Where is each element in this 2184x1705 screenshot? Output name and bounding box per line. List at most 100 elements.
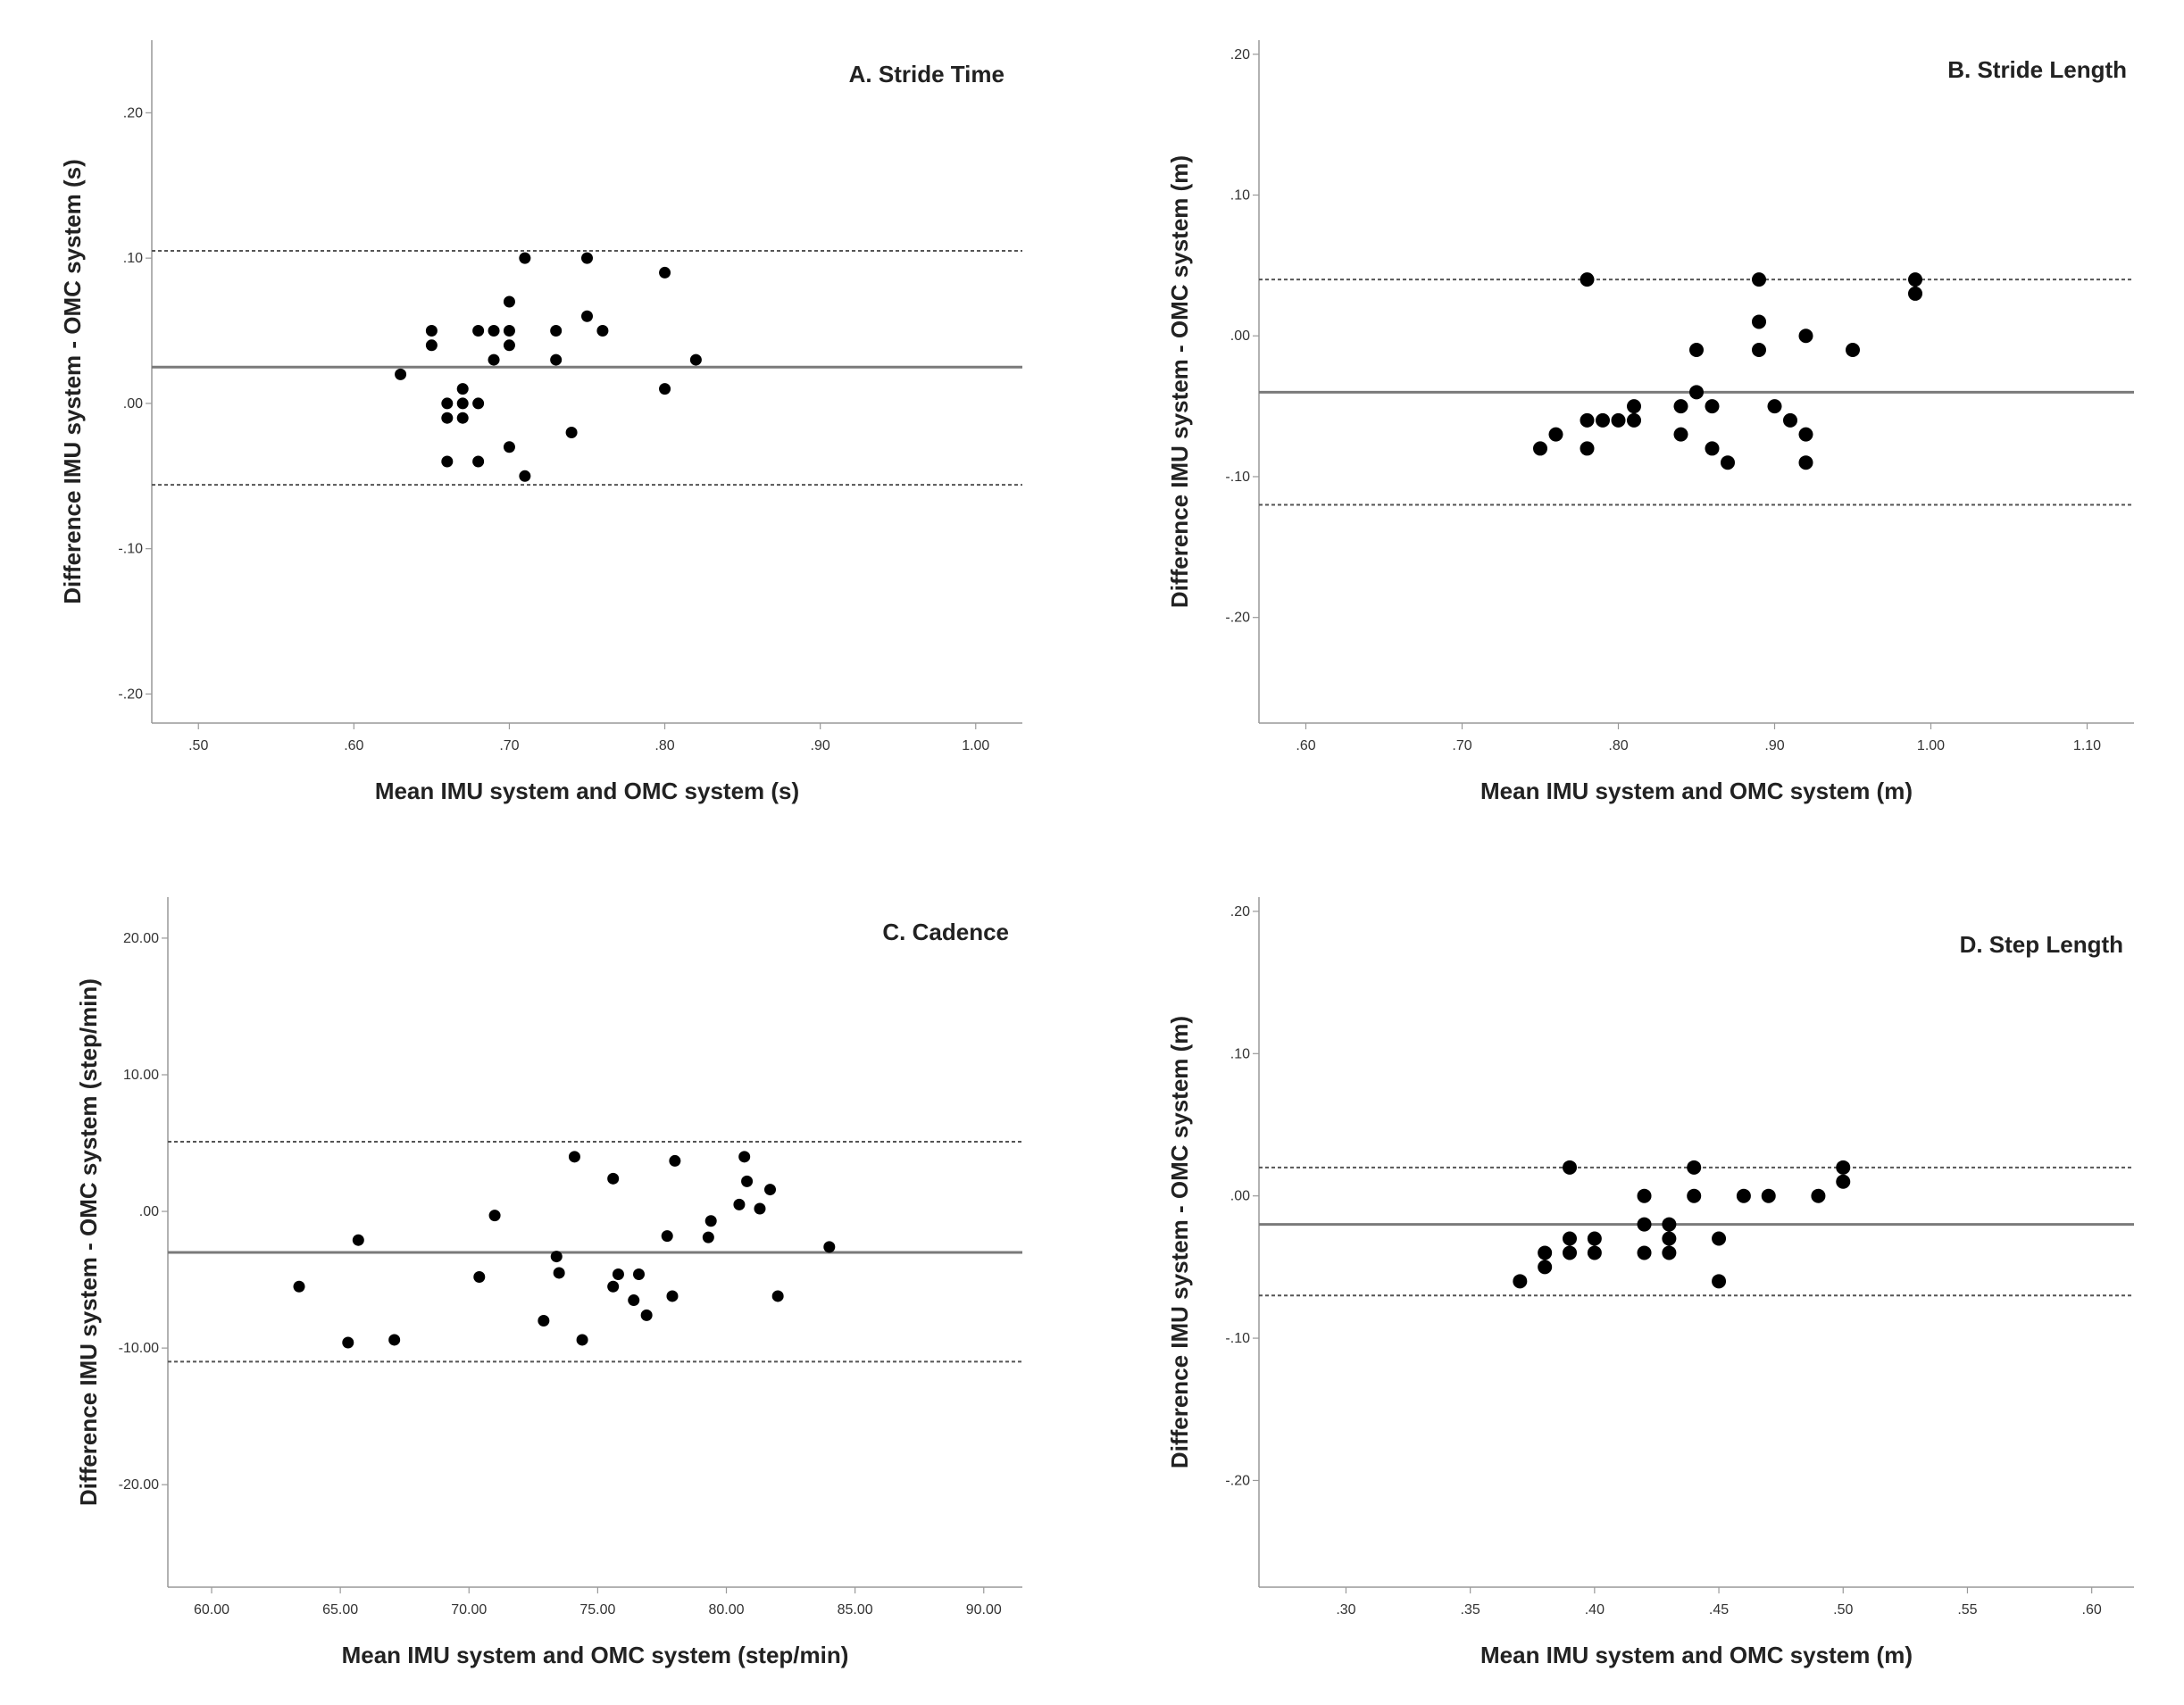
panel-b-data-point bbox=[1673, 427, 1688, 442]
panel-d-data-point bbox=[1563, 1245, 1578, 1260]
panel-b-data-point bbox=[1752, 314, 1766, 329]
panel-b-y-tick-label: .10 bbox=[1230, 188, 1250, 204]
panel-b-data-point bbox=[1627, 399, 1641, 414]
panel-c-data-point bbox=[704, 1215, 717, 1227]
panel-c-data-point bbox=[488, 1210, 501, 1222]
panel-d-title: D. Step Length bbox=[1960, 931, 2123, 958]
panel-c-data-point bbox=[550, 1251, 563, 1263]
panel-a-data-point bbox=[456, 412, 469, 424]
panel-c-data-point bbox=[661, 1230, 673, 1243]
panel-a-data-point bbox=[581, 252, 593, 264]
panel-d-x-tick-label: .30 bbox=[1336, 1602, 1355, 1618]
panel-b-data-point bbox=[1611, 412, 1626, 428]
panel-a-x-tick-label: .90 bbox=[811, 738, 830, 753]
panel-a-data-point bbox=[425, 325, 438, 337]
panel-a-x-tick-label: 1.00 bbox=[962, 738, 989, 753]
panel-d-data-point bbox=[1761, 1188, 1776, 1203]
panel-d-y-tick-label: .10 bbox=[1230, 1046, 1250, 1061]
panel-b-data-point bbox=[1673, 399, 1688, 414]
panel-a-data-point bbox=[472, 455, 485, 468]
panel-b-y-axis-label: Difference IMU system - OMC system (m) bbox=[1166, 155, 1193, 608]
panel-d-data-point bbox=[1736, 1188, 1751, 1203]
panel-a-data-point bbox=[550, 353, 563, 366]
panel-d-x-axis-label: Mean IMU system and OMC system (m) bbox=[1480, 1642, 1913, 1668]
panel-b-x-axis-label: Mean IMU system and OMC system (m) bbox=[1480, 778, 1913, 804]
panel-d-y-tick-label: -.10 bbox=[1225, 1331, 1250, 1346]
panel-d-data-point bbox=[1563, 1160, 1578, 1175]
panel-d-data-point bbox=[1538, 1260, 1553, 1275]
panel-c-data-point bbox=[576, 1334, 588, 1346]
panel-c-data-point bbox=[633, 1268, 646, 1280]
panel-d-x-tick-label: .60 bbox=[2082, 1602, 2102, 1618]
panel-d-data-point bbox=[1513, 1274, 1528, 1289]
panel-a-data-point bbox=[425, 339, 438, 352]
panel-a-data-point bbox=[488, 325, 500, 337]
panel-a-data-point bbox=[441, 455, 454, 468]
panel-a-data-point bbox=[519, 252, 531, 264]
panel-c-data-point bbox=[733, 1198, 746, 1210]
panel-b-data-point bbox=[1783, 412, 1797, 428]
panel-d-x-tick-label: .40 bbox=[1585, 1602, 1605, 1618]
panel-b-data-point bbox=[1908, 286, 1922, 301]
panel-c-data-point bbox=[666, 1290, 679, 1302]
panel-c-x-tick-label: 85.00 bbox=[838, 1602, 873, 1618]
panel-c-title: C. Cadence bbox=[882, 919, 1009, 945]
panel-b-data-point bbox=[1752, 343, 1766, 358]
panel-c-y-axis-label: Difference IMU system - OMC system (step… bbox=[75, 978, 102, 1506]
panel-a-y-tick-label: .10 bbox=[123, 251, 143, 266]
panel-b-x-tick-label: .80 bbox=[1608, 738, 1628, 753]
panel-b-x-tick-label: .90 bbox=[1764, 738, 1784, 753]
panel-b-y-tick-label: -.20 bbox=[1225, 611, 1250, 626]
panel-b-data-point bbox=[1798, 427, 1813, 442]
panel-c-data-point bbox=[823, 1241, 836, 1253]
panel-b-data-point bbox=[1533, 441, 1547, 456]
panel-d-data-point bbox=[1538, 1245, 1553, 1260]
panel-a-data-point bbox=[689, 353, 702, 366]
panel-b-data-point bbox=[1548, 427, 1563, 442]
panel-d-data-point bbox=[1637, 1188, 1652, 1203]
panel-a-data-point bbox=[519, 470, 531, 482]
panel-c-data-point bbox=[568, 1151, 580, 1163]
panel-c-y-tick-label: 20.00 bbox=[123, 931, 159, 946]
panel-b-x-tick-label: .70 bbox=[1452, 738, 1471, 753]
panel-a-data-point bbox=[550, 325, 563, 337]
panel-b-data-point bbox=[1798, 329, 1813, 344]
panel-c-data-point bbox=[388, 1334, 401, 1346]
panel-a-title: A. Stride Time bbox=[849, 61, 1004, 87]
panel-c-data-point bbox=[342, 1336, 354, 1349]
panel-a-x-tick-label: .50 bbox=[188, 738, 208, 753]
panel-c-data-point bbox=[669, 1154, 681, 1167]
panel-c-data-point bbox=[640, 1309, 653, 1321]
panel-b-data-point bbox=[1580, 441, 1595, 456]
panel-c-y-tick-label: -20.00 bbox=[119, 1477, 159, 1493]
panel-b-x-tick-label: .60 bbox=[1296, 738, 1315, 753]
panel-d-data-point bbox=[1637, 1217, 1652, 1232]
panel-c-data-point bbox=[607, 1172, 620, 1185]
panel-d-data-point bbox=[1811, 1188, 1826, 1203]
panel-b-data-point bbox=[1798, 455, 1813, 470]
panel-a-data-point bbox=[503, 295, 515, 308]
panel-a-data-point bbox=[659, 383, 671, 395]
panel-d-x-tick-label: .35 bbox=[1461, 1602, 1480, 1618]
panel-a-data-point bbox=[581, 310, 593, 322]
panel-b-data-point bbox=[1689, 385, 1704, 400]
panel-c-data-point bbox=[293, 1280, 305, 1293]
panel-b-data-point bbox=[1908, 272, 1922, 287]
panel-b-data-point bbox=[1580, 412, 1595, 428]
panel-d-data-point bbox=[1836, 1174, 1851, 1189]
panel-a-data-point bbox=[488, 353, 500, 366]
panel-d-data-point bbox=[1687, 1188, 1702, 1203]
panel-a-x-tick-label: .60 bbox=[344, 738, 363, 753]
panel-c-data-point bbox=[764, 1184, 777, 1196]
panel-d-data-point bbox=[1712, 1274, 1727, 1289]
panel-a-y-axis-label: Difference IMU system - OMC system (s) bbox=[59, 159, 86, 603]
panel-d-y-tick-label: -.20 bbox=[1225, 1473, 1250, 1488]
panel-a-y-tick-label: .00 bbox=[123, 396, 143, 412]
panel-a-data-point bbox=[441, 397, 454, 410]
panel-d-x-tick-label: .45 bbox=[1709, 1602, 1729, 1618]
panel-a-x-axis-label: Mean IMU system and OMC system (s) bbox=[375, 778, 799, 804]
panel-d-data-point bbox=[1687, 1160, 1702, 1175]
panel-b-x-tick-label: 1.10 bbox=[2073, 738, 2101, 753]
panel-c-x-tick-label: 80.00 bbox=[708, 1602, 744, 1618]
panel-d-data-point bbox=[1662, 1245, 1677, 1260]
